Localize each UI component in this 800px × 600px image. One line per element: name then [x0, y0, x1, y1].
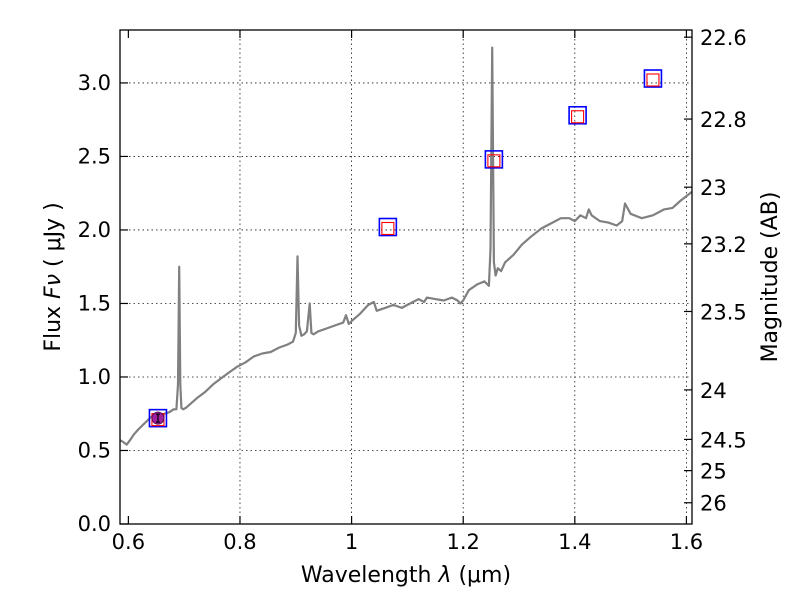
model-flux-box — [487, 154, 501, 168]
observed-flux-box — [484, 150, 504, 169]
x-tick-label: 0.6 — [112, 530, 145, 554]
y2-tick-label: 22.6 — [700, 26, 747, 50]
y-axis-label: Flux Fν ( μJy ) — [41, 202, 66, 351]
model-flux-box — [571, 110, 585, 124]
grid-layer — [120, 30, 692, 524]
y2-tick-label: 25 — [700, 460, 727, 484]
x-axis: 0.6 0.8 1 1.2 1.4 1.6 — [112, 30, 703, 554]
y-tick-label: 1.0 — [78, 365, 111, 389]
x-tick-label: 1.6 — [670, 530, 703, 554]
y-axis-right: 22.6 22.8 23 23.2 23.5 24 24.5 25 26 — [684, 26, 747, 516]
observed-flux-box — [148, 408, 168, 428]
y2-tick-label: 24.5 — [700, 428, 747, 452]
plot-frame — [119, 29, 693, 525]
y-tick-label: 1.5 — [78, 291, 111, 315]
x-tick-label: 1.2 — [446, 530, 479, 554]
y-tick-label: 2.5 — [78, 144, 111, 168]
spectrum-line — [119, 46, 693, 446]
x-tick-label: 1 — [345, 530, 358, 554]
y-axis-left: 0.0 0.5 1.0 1.5 2.0 2.5 3.0 — [78, 71, 128, 536]
plot-area — [119, 46, 693, 446]
x-tick-label: 1.4 — [558, 530, 591, 554]
observed-flux-box — [378, 217, 398, 237]
model-flux-box — [646, 73, 660, 87]
x-axis-label: Wavelength λ (μm) — [301, 563, 511, 588]
y2-tick-label: 22.8 — [700, 108, 747, 132]
y-tick-label: 3.0 — [78, 71, 111, 95]
model-flux-box — [381, 221, 395, 236]
x-tick-label: 0.8 — [223, 530, 256, 554]
y-tick-label: 0.0 — [78, 512, 111, 536]
y2-tick-label: 23.5 — [700, 300, 747, 324]
y2-tick-label: 23.2 — [700, 233, 747, 257]
y2-axis-label: Magnitude (AB) — [758, 192, 783, 363]
observed-flux-box — [643, 69, 663, 88]
y-tick-label: 2.0 — [78, 218, 111, 242]
observed-flux-box — [568, 105, 587, 125]
y-tick-label: 0.5 — [78, 438, 111, 462]
y2-tick-label: 23 — [700, 176, 727, 200]
y2-tick-label: 24 — [700, 379, 727, 403]
y2-tick-label: 26 — [700, 492, 727, 516]
photometry-markers — [148, 69, 663, 428]
